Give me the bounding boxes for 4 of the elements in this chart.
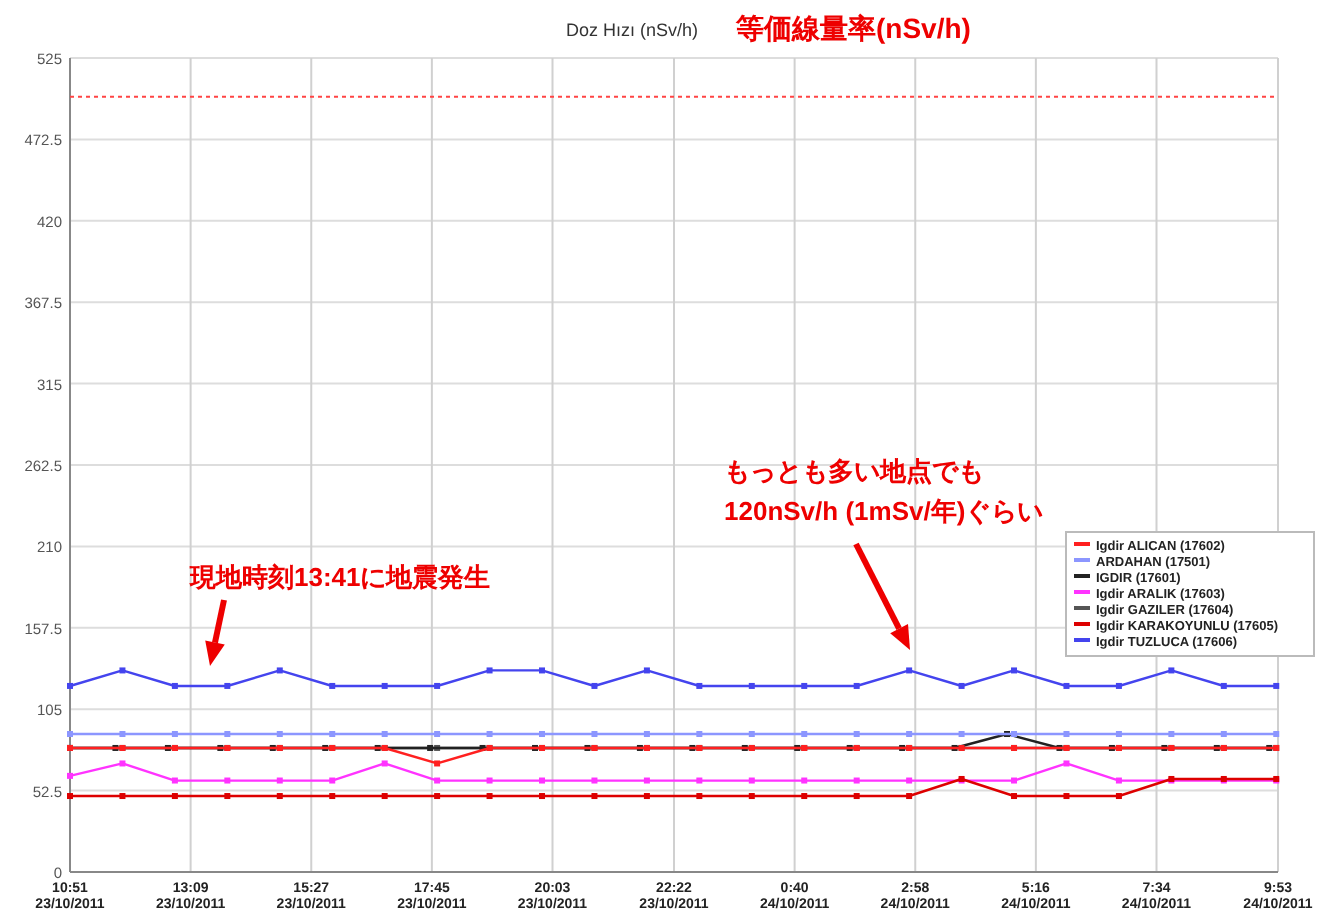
annotation: 現地時刻13:41に地震発生 bbox=[188, 562, 491, 592]
chart-title: Doz Hızı (nSv/h) bbox=[566, 20, 699, 40]
annotation: もっとも多い地点でも 120nSv/h (1mSv/年)ぐらい bbox=[724, 456, 1044, 526]
chart-subtitle: 等価線量率(nSv/h) bbox=[734, 12, 971, 44]
